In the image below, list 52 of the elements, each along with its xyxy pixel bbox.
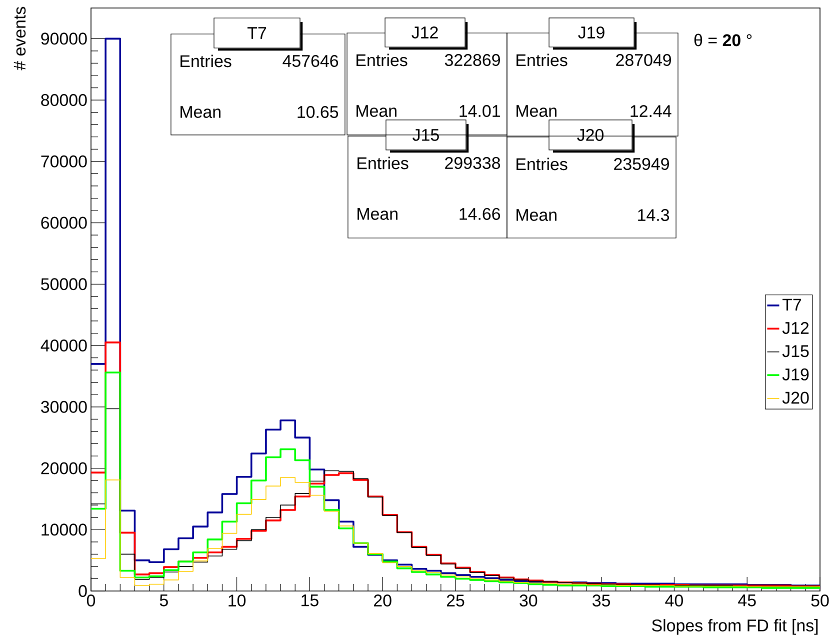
annotation: 14.66 xyxy=(460,208,500,220)
x-tick-label: 10 xyxy=(228,594,246,607)
y-tick-label: 10000 xyxy=(42,524,87,536)
y-tick-label: 40000 xyxy=(40,340,87,352)
y-tick-label: 90000 xyxy=(41,32,87,45)
y-tick-label: 20000 xyxy=(41,462,87,474)
x-tick-label: 50 xyxy=(811,594,829,607)
x-tick-label: 0 xyxy=(86,594,96,607)
annotation: Mean xyxy=(516,105,556,117)
annotation: J12 xyxy=(412,26,438,38)
x-tick-label: 30 xyxy=(520,594,538,607)
x-tick-label: 25 xyxy=(446,594,464,607)
annotation: Entries xyxy=(180,54,232,68)
x-axis-title: Slopes from FD fit [ns] xyxy=(652,619,818,635)
annotation: 287049 xyxy=(616,54,672,66)
annotation: Mean xyxy=(180,106,220,118)
y-tick-label: 70000 xyxy=(41,155,87,168)
y-tick-label: 60000 xyxy=(41,216,87,229)
x-tick-label: 35 xyxy=(592,594,610,607)
annotation: J19 xyxy=(578,26,604,38)
legend-label: J20 xyxy=(782,392,809,404)
annotation: θ = 20 ° xyxy=(694,34,752,46)
annotation: 322869 xyxy=(444,54,500,66)
annotation: 235949 xyxy=(614,158,669,170)
x-tick-label: 40 xyxy=(665,594,683,607)
annotation: Entries xyxy=(356,54,408,66)
x-tick-label: 5 xyxy=(160,594,168,606)
x-tick-label: 15 xyxy=(302,594,318,606)
y-tick-label: 80000 xyxy=(41,94,87,106)
annotation: T7 xyxy=(247,27,266,39)
y-axis-title: # events xyxy=(14,6,26,70)
annotation: 457646 xyxy=(282,54,338,67)
annotation: 14.3 xyxy=(638,209,670,222)
annotation: 12.44 xyxy=(630,105,672,117)
annotation: Entries xyxy=(516,54,568,66)
legend-label: J12 xyxy=(782,322,809,334)
annotation: Entries xyxy=(358,156,408,170)
legend-label: J15 xyxy=(782,345,809,358)
x-tick-label: 45 xyxy=(738,594,756,606)
x-tick-label: 20 xyxy=(374,594,392,607)
legend-label: T7 xyxy=(782,298,802,311)
annotation: 299338 xyxy=(445,157,500,170)
annotation: 14.01 xyxy=(460,105,500,118)
y-tick-label: 50000 xyxy=(41,278,87,290)
legend-label: J19 xyxy=(782,368,809,380)
y-tick-label: 0 xyxy=(78,585,87,597)
annotation: Mean xyxy=(356,105,396,117)
annotation: Entries xyxy=(516,158,568,170)
annotation: Mean xyxy=(358,208,398,220)
annotation: 10.65 xyxy=(298,106,338,118)
annotation: Mean xyxy=(516,209,556,221)
y-tick-label: 30000 xyxy=(41,400,87,413)
